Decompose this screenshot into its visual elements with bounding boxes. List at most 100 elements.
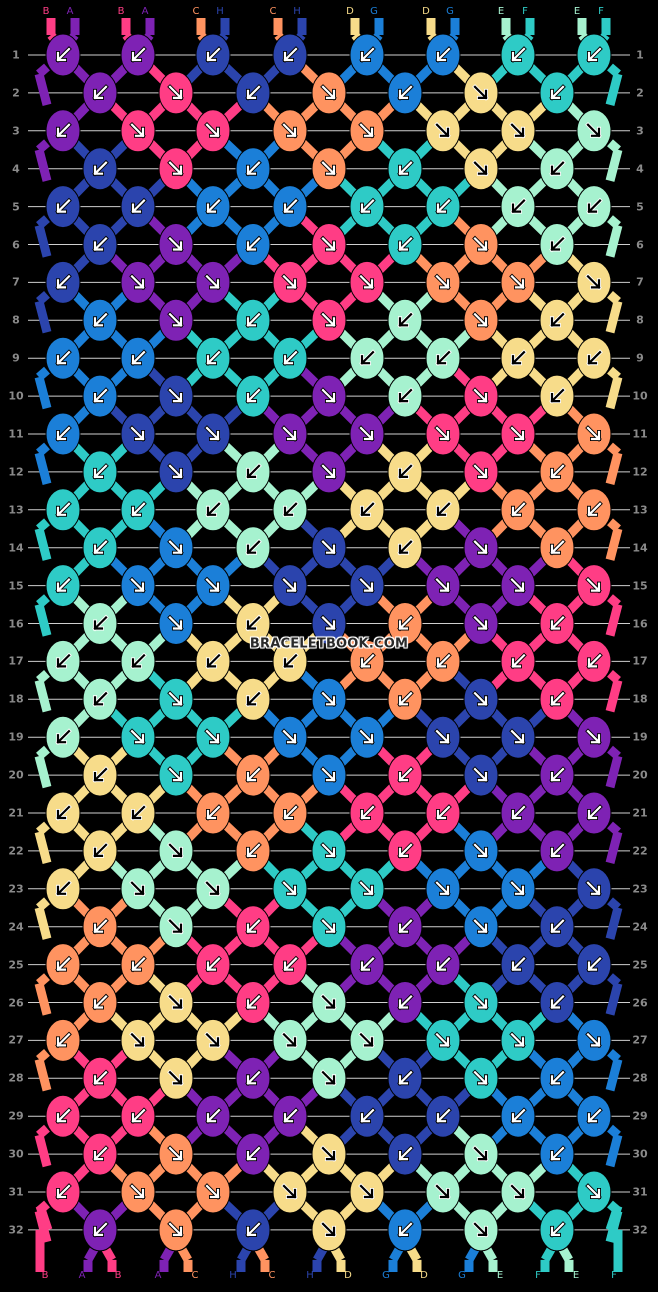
knot[interactable] — [311, 223, 347, 266]
knot[interactable] — [500, 260, 536, 304]
knot[interactable] — [158, 677, 194, 721]
knot[interactable] — [311, 753, 347, 797]
knot[interactable] — [82, 753, 118, 797]
knot[interactable] — [425, 867, 461, 911]
knot[interactable] — [463, 223, 499, 266]
knot[interactable] — [463, 677, 499, 721]
knot[interactable] — [311, 298, 347, 342]
knot[interactable] — [425, 1094, 461, 1138]
knot[interactable] — [311, 1132, 347, 1176]
knot[interactable] — [500, 1018, 536, 1062]
knot[interactable] — [272, 33, 308, 77]
knot[interactable] — [576, 33, 612, 77]
knot[interactable] — [311, 1056, 347, 1100]
knot[interactable] — [500, 185, 536, 229]
knot[interactable] — [195, 185, 231, 229]
knot[interactable] — [82, 829, 118, 873]
knot[interactable] — [349, 639, 385, 683]
knot[interactable] — [235, 677, 271, 721]
knot[interactable] — [120, 260, 156, 304]
knot[interactable] — [425, 715, 461, 759]
knot[interactable] — [195, 336, 231, 380]
knot[interactable] — [45, 488, 81, 532]
knot[interactable] — [349, 412, 385, 456]
knot[interactable] — [158, 829, 194, 873]
knot[interactable] — [272, 715, 308, 759]
knot[interactable] — [349, 336, 385, 380]
knot[interactable] — [120, 488, 156, 532]
knot[interactable] — [539, 1056, 575, 1100]
knot[interactable] — [349, 1018, 385, 1062]
knot[interactable] — [158, 905, 194, 949]
knot[interactable] — [576, 564, 612, 608]
knot[interactable] — [82, 71, 118, 115]
knot[interactable] — [272, 109, 308, 153]
knot[interactable] — [463, 298, 499, 342]
knot[interactable] — [349, 33, 385, 77]
knot[interactable] — [120, 791, 156, 835]
knot[interactable] — [500, 867, 536, 911]
knot[interactable] — [158, 526, 194, 570]
knot[interactable] — [463, 526, 499, 570]
knot[interactable] — [425, 412, 461, 456]
knot[interactable] — [576, 1018, 612, 1062]
knot[interactable] — [425, 33, 461, 77]
knot[interactable] — [45, 867, 81, 911]
knot[interactable] — [82, 1056, 118, 1100]
knot[interactable] — [45, 715, 81, 759]
knot[interactable] — [235, 753, 271, 797]
knot[interactable] — [235, 1056, 271, 1100]
knot[interactable] — [195, 1018, 231, 1062]
knot[interactable] — [463, 905, 499, 949]
knot[interactable] — [235, 829, 271, 873]
knot[interactable] — [463, 147, 499, 191]
knot[interactable] — [158, 450, 194, 494]
knot[interactable] — [539, 981, 575, 1024]
knot[interactable] — [272, 943, 308, 987]
knot[interactable] — [272, 564, 308, 608]
knot[interactable] — [45, 33, 81, 77]
knot[interactable] — [120, 1094, 156, 1138]
knot[interactable] — [45, 1094, 81, 1138]
knot[interactable] — [195, 412, 231, 456]
knot[interactable] — [576, 412, 612, 456]
knot[interactable] — [272, 791, 308, 835]
knot[interactable] — [425, 791, 461, 835]
knot[interactable] — [539, 753, 575, 797]
knot[interactable] — [387, 298, 423, 342]
knot[interactable] — [45, 639, 81, 683]
knot[interactable] — [120, 185, 156, 229]
knot[interactable] — [235, 298, 271, 342]
knot[interactable] — [311, 374, 347, 418]
knot[interactable] — [82, 526, 118, 570]
knot[interactable] — [195, 564, 231, 608]
knot[interactable] — [235, 1132, 271, 1176]
knot[interactable] — [45, 260, 81, 304]
knot[interactable] — [539, 677, 575, 721]
knot[interactable] — [576, 867, 612, 911]
knot[interactable] — [235, 147, 271, 191]
knot[interactable] — [500, 488, 536, 532]
knot[interactable] — [235, 71, 271, 115]
knot[interactable] — [425, 1170, 461, 1214]
knot[interactable] — [311, 450, 347, 494]
knot[interactable] — [235, 450, 271, 494]
knot[interactable] — [82, 905, 118, 949]
knot[interactable] — [425, 185, 461, 229]
knot[interactable] — [158, 298, 194, 342]
knot[interactable] — [539, 374, 575, 418]
knot[interactable] — [272, 867, 308, 911]
knot[interactable] — [195, 1170, 231, 1214]
knot[interactable] — [158, 753, 194, 797]
knot[interactable] — [539, 905, 575, 949]
knot[interactable] — [272, 1094, 308, 1138]
knot[interactable] — [272, 1170, 308, 1214]
knot[interactable] — [195, 715, 231, 759]
knot[interactable] — [349, 564, 385, 608]
knot[interactable] — [539, 147, 575, 191]
knot[interactable] — [235, 981, 271, 1024]
knot[interactable] — [463, 981, 499, 1024]
knot[interactable] — [195, 33, 231, 77]
knot[interactable] — [387, 981, 423, 1024]
knot[interactable] — [576, 1094, 612, 1138]
